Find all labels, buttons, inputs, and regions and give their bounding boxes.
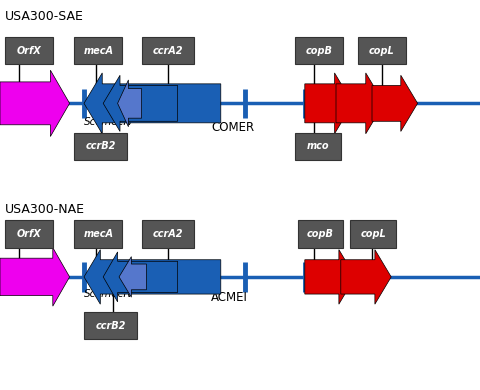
Polygon shape <box>0 70 70 136</box>
Polygon shape <box>305 250 355 304</box>
Polygon shape <box>103 252 178 302</box>
Bar <box>358 37 406 64</box>
Text: ccrB2: ccrB2 <box>95 321 126 331</box>
Text: SccmecIV: SccmecIV <box>84 117 134 127</box>
Bar <box>84 312 137 339</box>
Bar <box>74 37 122 64</box>
Text: copL: copL <box>360 229 386 239</box>
Text: copL: copL <box>369 46 395 56</box>
Bar <box>298 220 343 248</box>
Bar <box>5 220 53 248</box>
Polygon shape <box>336 73 384 134</box>
Text: OrfX: OrfX <box>16 46 41 56</box>
Bar <box>142 37 194 64</box>
Bar <box>74 133 127 160</box>
Polygon shape <box>84 73 221 134</box>
Polygon shape <box>372 75 418 131</box>
Text: COMER: COMER <box>211 121 254 134</box>
Text: ACMEI: ACMEI <box>211 291 248 303</box>
Text: OrfX: OrfX <box>16 229 41 239</box>
Polygon shape <box>0 248 70 306</box>
Text: ccrA2: ccrA2 <box>153 229 183 239</box>
Polygon shape <box>84 250 221 304</box>
Bar <box>5 37 53 64</box>
Text: USA300-NAE: USA300-NAE <box>5 203 85 216</box>
Text: mecA: mecA <box>84 229 113 239</box>
Polygon shape <box>103 75 178 131</box>
Text: copB: copB <box>306 46 333 56</box>
Bar <box>350 220 396 248</box>
Text: ccrB2: ccrB2 <box>85 141 116 151</box>
Bar <box>142 220 194 248</box>
Bar <box>295 37 343 64</box>
Text: USA300-SAE: USA300-SAE <box>5 10 84 23</box>
Polygon shape <box>119 257 146 297</box>
Bar <box>295 133 341 160</box>
Polygon shape <box>305 73 353 134</box>
Bar <box>74 220 122 248</box>
Text: mecA: mecA <box>84 46 113 56</box>
Polygon shape <box>341 250 391 304</box>
Text: ccrA2: ccrA2 <box>153 46 183 56</box>
Text: copB: copB <box>307 229 334 239</box>
Polygon shape <box>118 80 142 127</box>
Text: mco: mco <box>307 141 329 151</box>
Text: SccmecIV: SccmecIV <box>84 289 134 300</box>
